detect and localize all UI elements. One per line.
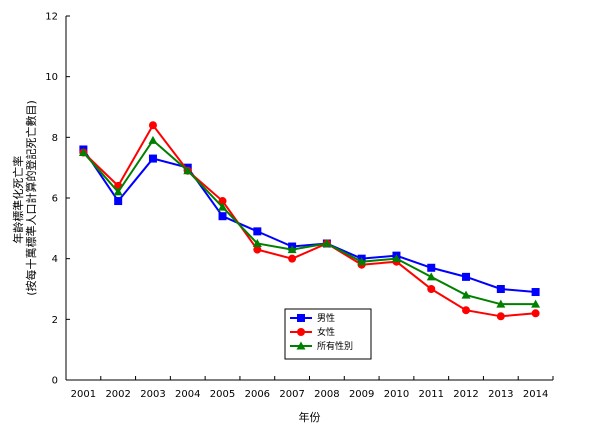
x-tick-label: 2009: [349, 389, 374, 400]
x-axis-label: 年份: [299, 410, 321, 424]
y-axis-label-line-1: 年齡標準化死亡率: [11, 156, 25, 244]
x-tick-label: 2005: [210, 389, 235, 400]
data-point: [461, 290, 471, 299]
data-point: [496, 299, 506, 308]
series-group: [78, 121, 541, 321]
y-tick-label: 6: [52, 194, 58, 205]
legend-item: 男性: [290, 312, 335, 324]
y-tick-label: 0: [52, 376, 58, 387]
data-point: [114, 197, 123, 206]
data-point: [148, 121, 157, 130]
data-point: [78, 148, 88, 156]
data-point: [322, 239, 332, 247]
data-point: [391, 254, 401, 263]
data-point: [148, 154, 157, 163]
y-axis-ticks: 0 2 4 6 8 10 12: [45, 12, 70, 387]
y-tick-label: 12: [45, 12, 58, 23]
data-point: [288, 254, 297, 263]
legend-item: 所有性別: [290, 340, 353, 352]
data-point: [183, 166, 193, 175]
x-tick-label: 2006: [245, 389, 270, 400]
y-axis-label-line-2: (按每十萬標準人口計算的登記死亡數目): [24, 100, 38, 296]
data-point: [426, 272, 436, 281]
data-point: [113, 187, 123, 196]
data-point: [287, 245, 297, 254]
data-point: [218, 197, 227, 206]
series-line: [82, 138, 536, 306]
x-axis-ticks: 2001 2002 2003 2004 2005 2006 2007 2008 2009 2010…: [65, 376, 554, 400]
y-tick-label: 8: [52, 133, 58, 144]
data-point: [357, 257, 367, 266]
legend-swatch-marker: [297, 328, 305, 336]
data-point: [496, 312, 505, 321]
series-1: [79, 145, 540, 297]
legend-label: 所有性別: [317, 340, 353, 352]
data-point: [253, 227, 262, 236]
data-point: [427, 285, 436, 293]
y-tick-label: 10: [45, 72, 58, 83]
series-2: [79, 121, 540, 321]
x-tick-label: 2008: [314, 389, 339, 400]
y-tick-label: 4: [52, 254, 58, 265]
x-tick-label: 2011: [419, 389, 444, 400]
legend-label: 男性: [317, 312, 335, 324]
legend-swatch-marker: [297, 314, 305, 322]
x-tick-label: 2014: [523, 389, 548, 400]
data-point: [531, 299, 541, 308]
data-point: [218, 212, 227, 221]
data-point: [148, 135, 158, 144]
series-3: [78, 135, 541, 308]
data-point: [531, 309, 540, 318]
data-point: [252, 239, 262, 247]
x-tick-label: 2002: [105, 389, 130, 400]
x-tick-label: 2012: [453, 389, 478, 400]
data-point: [531, 288, 540, 297]
y-tick-label: 2: [52, 315, 58, 326]
x-tick-label: 2010: [384, 389, 409, 400]
x-tick-label: 2013: [488, 389, 513, 400]
data-point: [253, 245, 262, 254]
x-tick-label: 2001: [71, 389, 96, 400]
series-line: [82, 148, 536, 294]
legend-swatch-marker: [296, 341, 306, 350]
legend-label: 女性: [317, 326, 335, 338]
x-tick-label: 2007: [279, 389, 304, 400]
x-tick-label: 2004: [175, 389, 200, 400]
data-point: [496, 285, 505, 293]
data-point: [462, 272, 471, 281]
data-point: [427, 263, 436, 272]
data-point: [462, 306, 471, 315]
y-axis-label: 年齡標準化死亡率 (按每十萬標準人口計算的登記死亡數目): [11, 100, 38, 296]
series-line: [82, 123, 536, 318]
data-point: [218, 202, 228, 211]
x-tick-label: 2003: [140, 389, 165, 400]
legend-item: 女性: [290, 326, 335, 338]
